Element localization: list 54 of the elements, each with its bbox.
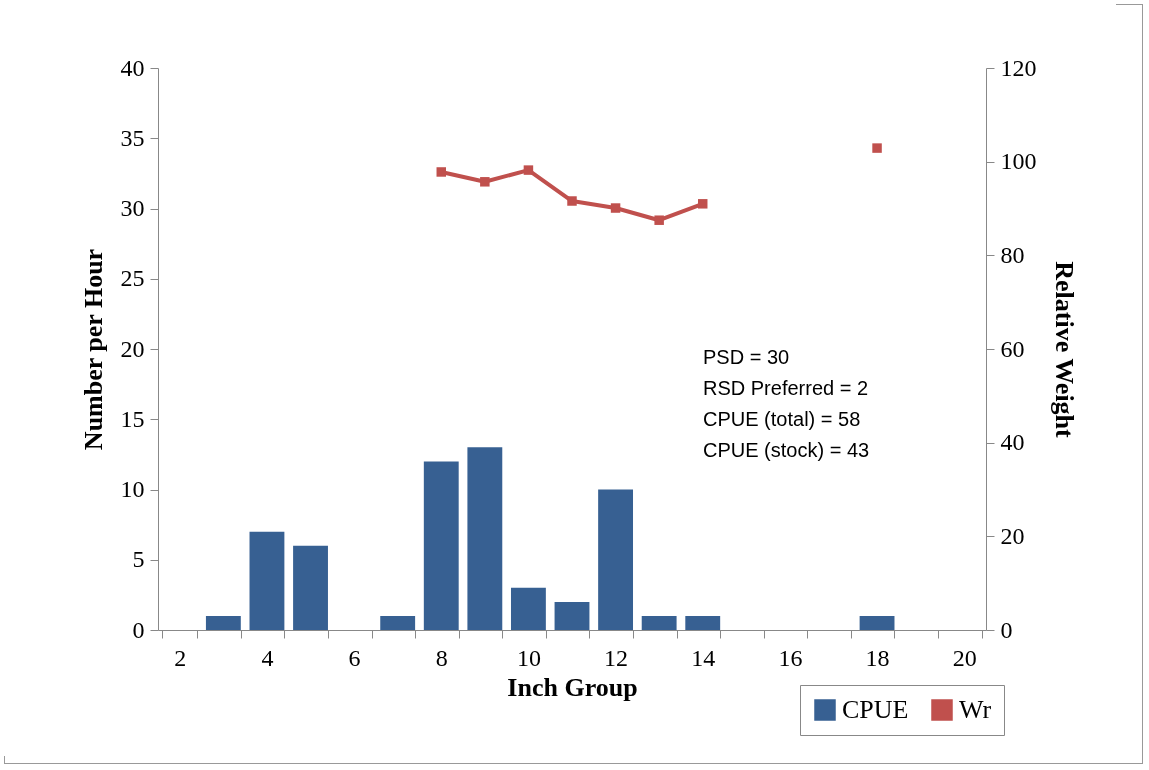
y2-tick-label: 100 [1000,148,1037,175]
bar [205,615,241,630]
y2-tick-label: 80 [1000,241,1025,268]
y-tick-label: 5 [132,546,145,573]
y-tick-label: 40 [120,54,145,81]
y2-tick-label: 20 [1000,522,1025,549]
point [480,177,490,187]
x-tick-label: 10 [516,644,541,671]
annotation: PSD = 30 [703,346,790,368]
point [523,165,534,175]
y2-tick-label: 60 [1000,335,1025,362]
point [697,199,708,209]
bar [423,461,459,630]
y-tick-label: 35 [120,124,145,151]
bar [641,615,677,630]
legend-label: CPUE [842,695,909,724]
bar [598,489,634,630]
y2-tick-label: 0 [1000,616,1013,643]
point [436,167,447,177]
bar [859,615,895,630]
y-axis-title: Number per Hour [78,248,108,451]
annotation: CPUE (total) = 58 [703,408,861,430]
y-tick-label: 15 [120,405,145,432]
bar [510,587,546,630]
x-tick-label: 2 [174,644,187,671]
annotation: RSD Preferred = 2 [703,377,869,399]
x-tick-label: 14 [691,644,716,671]
x-tick-label: 4 [261,644,274,671]
x-tick-label: 6 [348,644,361,671]
point [654,215,664,225]
legend-label: Wr [959,695,992,724]
annotation: CPUE (stock) = 43 [703,439,870,461]
bar [249,531,285,630]
y-tick-label: 20 [120,335,145,362]
x-axis-title: Inch Group [507,672,638,702]
y2-tick-label: 120 [1000,54,1037,81]
x-tick-label: 18 [865,644,890,671]
bar [554,601,590,630]
bar [380,615,416,630]
y2-tick-label: 40 [1000,429,1025,456]
x-tick-label: 8 [435,644,448,671]
y2-axis-title: Relative Weight [1049,261,1079,439]
y-tick-label: 10 [120,476,145,502]
point [610,203,621,213]
y-tick-label: 30 [120,195,145,221]
x-tick-label: 20 [952,644,977,671]
x-tick-label: 12 [604,644,629,671]
y-tick-label: 0 [132,616,145,643]
bar [685,615,721,630]
bar [467,447,503,630]
y-tick-label: 25 [120,265,145,292]
point [567,196,577,206]
x-tick-label: 16 [778,644,803,671]
bar [293,545,328,630]
